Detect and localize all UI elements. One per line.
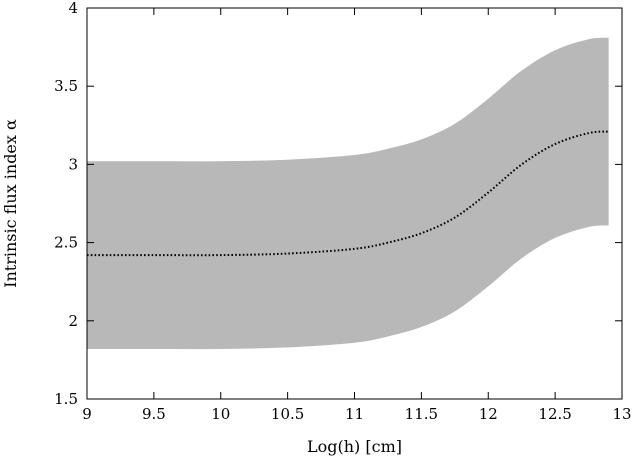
y-tick-label: 1.5: [54, 390, 78, 408]
y-tick-label: 3: [68, 155, 78, 173]
y-tick-label: 3.5: [54, 77, 78, 95]
x-tick-label: 11.5: [405, 405, 438, 423]
x-tick-label: 12: [479, 405, 498, 423]
confidence-band-layer: [87, 37, 609, 350]
y-tick-label: 2: [68, 312, 78, 330]
y-tick-label: 4: [68, 0, 78, 17]
series-line-layer: [87, 130, 609, 257]
x-tick-label: 10: [211, 405, 230, 423]
x-tick-label: 13: [612, 405, 631, 423]
x-tick-label: 9.5: [142, 405, 166, 423]
x-axis-label: Log(h) [cm]: [307, 437, 402, 456]
y-axis-label: Intrinsic flux index α: [1, 119, 20, 288]
x-tick-label: 9: [82, 405, 92, 423]
x-axis-ticks: 9 9.5 10 10.5 11 11.5 12 12.5 13: [82, 8, 632, 423]
confidence-band: [87, 37, 609, 350]
x-tick-label: 12.5: [538, 405, 571, 423]
x-tick-label: 10.5: [271, 405, 304, 423]
series-line-0: [87, 130, 609, 257]
x-tick-label: 11: [345, 405, 364, 423]
y-tick-label: 2.5: [54, 234, 78, 252]
y-axis-ticks: 1.5 2 2.5 3 3.5 4: [54, 0, 622, 408]
